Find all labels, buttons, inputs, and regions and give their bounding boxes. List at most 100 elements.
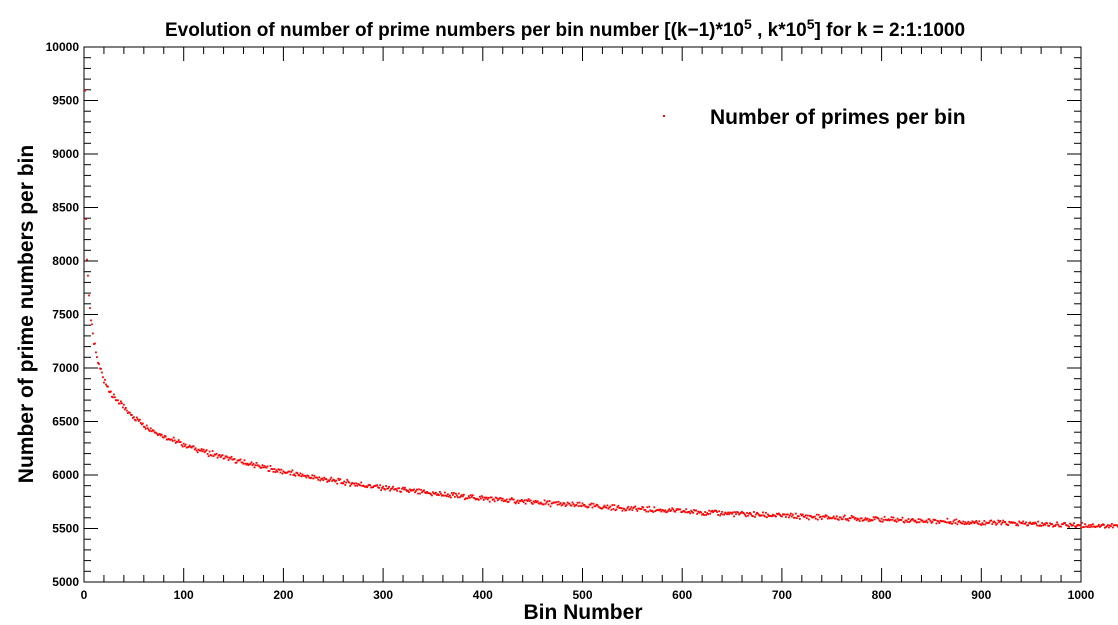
data-point (455, 494, 458, 497)
data-point (757, 512, 759, 515)
data-point (833, 517, 836, 520)
data-point (950, 522, 953, 525)
data-point (572, 503, 575, 506)
data-point (283, 471, 286, 474)
data-point (609, 505, 612, 508)
data-point (900, 518, 903, 521)
data-point (707, 513, 710, 516)
data-point (1018, 520, 1021, 523)
data-point (964, 521, 967, 524)
data-point (913, 520, 916, 523)
data-point (908, 521, 911, 523)
data-point (362, 484, 365, 487)
data-point (299, 472, 302, 475)
data-point (428, 492, 430, 495)
data-point (925, 519, 928, 522)
data-point (861, 519, 864, 522)
data-point (1005, 523, 1008, 525)
data-point (260, 466, 263, 469)
data-point (212, 455, 215, 458)
data-point (575, 504, 578, 506)
data-point (149, 427, 152, 430)
data-point (1042, 524, 1045, 527)
data-point (1111, 523, 1113, 525)
data-point (1068, 525, 1070, 528)
data-point (241, 461, 244, 464)
data-point (289, 473, 292, 476)
data-point (627, 505, 630, 508)
data-point (1079, 524, 1081, 526)
data-point (570, 504, 573, 507)
data-point (1029, 521, 1032, 524)
data-point (692, 511, 695, 514)
data-point (495, 497, 498, 500)
data-point (214, 453, 217, 456)
data-point (422, 490, 424, 493)
data-point (602, 506, 605, 509)
y-tick-label: 10000 (46, 40, 80, 54)
data-point (927, 518, 930, 521)
data-point (832, 515, 835, 518)
data-point (553, 501, 556, 504)
data-point (884, 518, 887, 521)
data-point (383, 487, 385, 490)
data-point (207, 455, 210, 458)
data-point (251, 464, 254, 467)
data-point (278, 468, 281, 471)
data-point (177, 439, 180, 441)
data-point (901, 516, 904, 519)
data-point (145, 424, 148, 427)
data-point (673, 510, 676, 513)
data-point (1113, 524, 1115, 527)
data-point (1116, 525, 1118, 528)
data-point (419, 492, 421, 495)
data-point (1077, 523, 1079, 526)
data-point (838, 516, 841, 519)
data-point (507, 500, 510, 503)
data-point (202, 448, 205, 451)
data-point (857, 518, 860, 521)
data-point (1040, 524, 1043, 527)
data-point (655, 509, 658, 512)
data-point (674, 510, 677, 513)
data-point (215, 452, 218, 455)
data-point (721, 510, 723, 513)
data-point (993, 520, 996, 523)
data-point (1001, 521, 1004, 524)
data-point (301, 473, 304, 476)
data-point (252, 463, 255, 465)
data-point (484, 497, 487, 500)
data-point (922, 521, 925, 523)
data-point (321, 477, 324, 480)
data-point (596, 504, 599, 506)
data-point (376, 484, 379, 487)
data-point (94, 342, 96, 345)
data-point (374, 484, 377, 487)
data-point (755, 513, 757, 516)
data-point (372, 486, 375, 489)
data-point (815, 513, 818, 516)
data-point (203, 451, 206, 454)
data-point (258, 465, 261, 468)
data-point (854, 517, 857, 519)
data-point (88, 294, 90, 297)
data-point (744, 513, 746, 516)
data-point (109, 391, 111, 394)
data-point (850, 514, 853, 517)
data-point (782, 513, 784, 516)
data-point (956, 523, 959, 526)
data-point (1109, 524, 1111, 527)
data-point (866, 517, 869, 520)
data-point (158, 432, 161, 435)
data-point (546, 500, 549, 503)
data-point (794, 512, 797, 515)
data-point (910, 518, 913, 521)
y-axis-title: Number of prime numbers per bin (15, 145, 38, 483)
data-point (543, 499, 546, 502)
data-point (1003, 521, 1006, 523)
data-point (681, 511, 684, 513)
data-point (179, 441, 182, 443)
data-point (228, 456, 231, 459)
data-point (628, 508, 631, 511)
data-point (387, 487, 389, 490)
